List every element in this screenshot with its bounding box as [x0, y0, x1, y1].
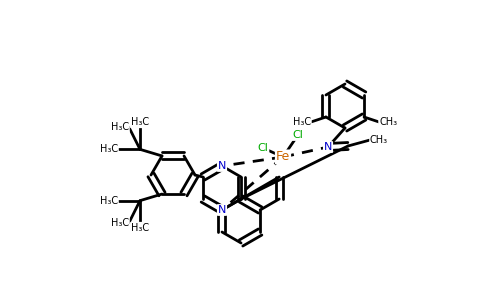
Text: H₃C: H₃C [100, 196, 118, 206]
Text: CH₃: CH₃ [379, 117, 397, 127]
Text: Cl: Cl [257, 143, 269, 153]
Text: CH₃: CH₃ [370, 135, 388, 145]
Text: H₃C: H₃C [100, 144, 118, 154]
Text: H₃C: H₃C [111, 218, 129, 228]
Text: H₃C: H₃C [111, 122, 129, 132]
Text: Cl: Cl [292, 130, 303, 140]
Text: H₃C: H₃C [131, 223, 149, 233]
Text: N: N [218, 161, 226, 171]
Text: H₃C: H₃C [131, 117, 149, 127]
Text: H₃C: H₃C [293, 117, 311, 127]
Text: N: N [218, 205, 226, 215]
Text: Fe: Fe [276, 151, 290, 164]
Text: N: N [324, 142, 332, 152]
